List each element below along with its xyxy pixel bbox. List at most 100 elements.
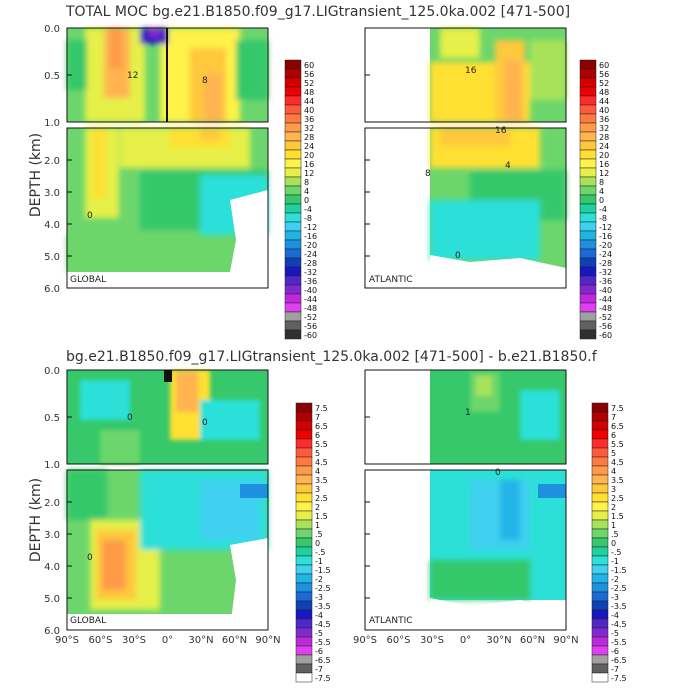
top-title: TOTAL MOC bg.e21.B1850.f09_g17.LIGtransi… <box>65 4 570 20</box>
colorbar-label: -4.5 <box>315 620 331 629</box>
latitude-tick-label: 60°S <box>88 635 112 646</box>
latitude-tick-label: 60°N <box>520 635 545 646</box>
colorbar-label: 40 <box>599 106 609 115</box>
colorbar-swatch <box>579 239 597 250</box>
colorbar-swatch <box>591 609 609 620</box>
colorbar-label: 8 <box>304 178 309 187</box>
depth-tick-label: 6.0 <box>44 626 60 637</box>
colorbar-label: -36 <box>304 277 317 286</box>
colorbar-label: -1 <box>611 557 619 566</box>
colorbar-swatch <box>295 402 313 413</box>
colorbar-label: -32 <box>599 268 612 277</box>
colorbar-swatch <box>295 600 313 611</box>
colorbar-swatch <box>284 257 302 268</box>
colorbar-swatch <box>579 203 597 214</box>
colorbar-swatch <box>591 618 609 629</box>
colorbar-label: 4 <box>304 187 309 196</box>
colorbar-label: -6.5 <box>315 656 331 665</box>
colorbar-swatch <box>295 429 313 440</box>
depth-tick-label: 4.0 <box>44 220 60 231</box>
colorbar-swatch <box>591 474 609 485</box>
colorbar-swatch <box>591 438 609 449</box>
colorbar-swatch <box>591 582 609 593</box>
colorbar-label: -3.5 <box>315 602 331 611</box>
colorbar-swatch <box>579 131 597 142</box>
contour-label: 8 <box>202 76 208 86</box>
colorbar-swatch <box>591 411 609 422</box>
colorbar-swatch <box>591 663 609 674</box>
top-global-panel: GLOBAL <box>66 27 269 289</box>
depth-tick-label: 6.0 <box>44 284 60 295</box>
depth-tick-label: 1.0 <box>44 460 60 471</box>
colorbar-swatch <box>591 528 609 539</box>
colorbar-swatch <box>284 149 302 160</box>
latitude-tick-label: 0° <box>162 635 173 646</box>
colorbar-label: -20 <box>304 241 317 250</box>
colorbar-label: -6.5 <box>611 656 627 665</box>
colorbar-label: -8 <box>304 214 312 223</box>
colorbar-swatch <box>284 122 302 133</box>
depth-tick-label: 0.5 <box>44 413 60 424</box>
latitude-tick-label: 0° <box>460 635 471 646</box>
colorbar-label: -3.5 <box>611 602 627 611</box>
colorbar-label: 44 <box>304 97 314 106</box>
colorbar-label: -16 <box>599 232 612 241</box>
colorbar-swatch <box>295 537 313 548</box>
latitude-tick-label: 90°S <box>55 635 79 646</box>
colorbar-swatch <box>579 248 597 259</box>
colorbar-swatch <box>579 59 597 70</box>
colorbar-swatch <box>295 663 313 674</box>
colorbar-swatch <box>284 221 302 232</box>
colorbar-label: -7.5 <box>315 674 331 683</box>
colorbar-swatch <box>295 492 313 503</box>
colorbar-label: 6 <box>611 431 616 440</box>
depth-tick-label: 5.0 <box>44 252 60 263</box>
depth-tick-label: 5.0 <box>44 594 60 605</box>
latitude-tick-label: 30°S <box>122 635 146 646</box>
colorbar-label: 1.5 <box>611 512 624 521</box>
colorbar-swatch <box>284 212 302 223</box>
colorbar-label: -6 <box>315 647 323 656</box>
colorbar-swatch <box>284 176 302 187</box>
colorbar-swatch <box>284 68 302 79</box>
colorbar-swatch <box>591 402 609 413</box>
colorbar-swatch <box>295 618 313 629</box>
colorbar-swatch <box>295 591 313 602</box>
top-atlantic-label: ATLANTIC <box>369 275 413 285</box>
latitude-tick-label: 60°N <box>222 635 247 646</box>
colorbar-swatch <box>284 284 302 295</box>
colorbar-swatch <box>284 95 302 106</box>
colorbar-label: -12 <box>304 223 317 232</box>
colorbar-label: -2 <box>315 575 323 584</box>
colorbar-label: 12 <box>599 169 609 178</box>
colorbar-swatch <box>591 546 609 557</box>
colorbar-label: -56 <box>599 322 612 331</box>
colorbar-label: -7.5 <box>611 674 627 683</box>
contour-label: 0 <box>455 251 461 261</box>
colorbar-label: -4 <box>611 611 619 620</box>
colorbar-swatch <box>295 609 313 620</box>
colorbar-swatch <box>295 411 313 422</box>
bottom-global-panel: GLOBAL <box>66 369 269 631</box>
colorbar-swatch <box>284 275 302 286</box>
colorbar-swatch <box>579 95 597 106</box>
colorbar-swatch <box>579 149 597 160</box>
colorbar-label: 4.5 <box>611 458 624 467</box>
colorbar-swatch <box>295 573 313 584</box>
colorbar-swatch <box>591 492 609 503</box>
colorbar-label: -12 <box>599 223 612 232</box>
colorbar-swatch <box>591 447 609 458</box>
depth-tick-label: 1.0 <box>44 118 60 129</box>
colorbar-label: 7 <box>315 413 320 422</box>
colorbar-swatch <box>579 158 597 169</box>
colorbar-label: 16 <box>599 160 609 169</box>
colorbar-swatch <box>579 122 597 133</box>
colorbar-label: 5.5 <box>315 440 328 449</box>
colorbar-label: 4 <box>611 467 616 476</box>
top-global-label: GLOBAL <box>70 275 106 285</box>
colorbar-swatch <box>295 519 313 530</box>
colorbar-label: 4 <box>599 187 604 196</box>
colorbar-label: 2 <box>611 503 616 512</box>
colorbar-label: .5 <box>315 530 323 539</box>
